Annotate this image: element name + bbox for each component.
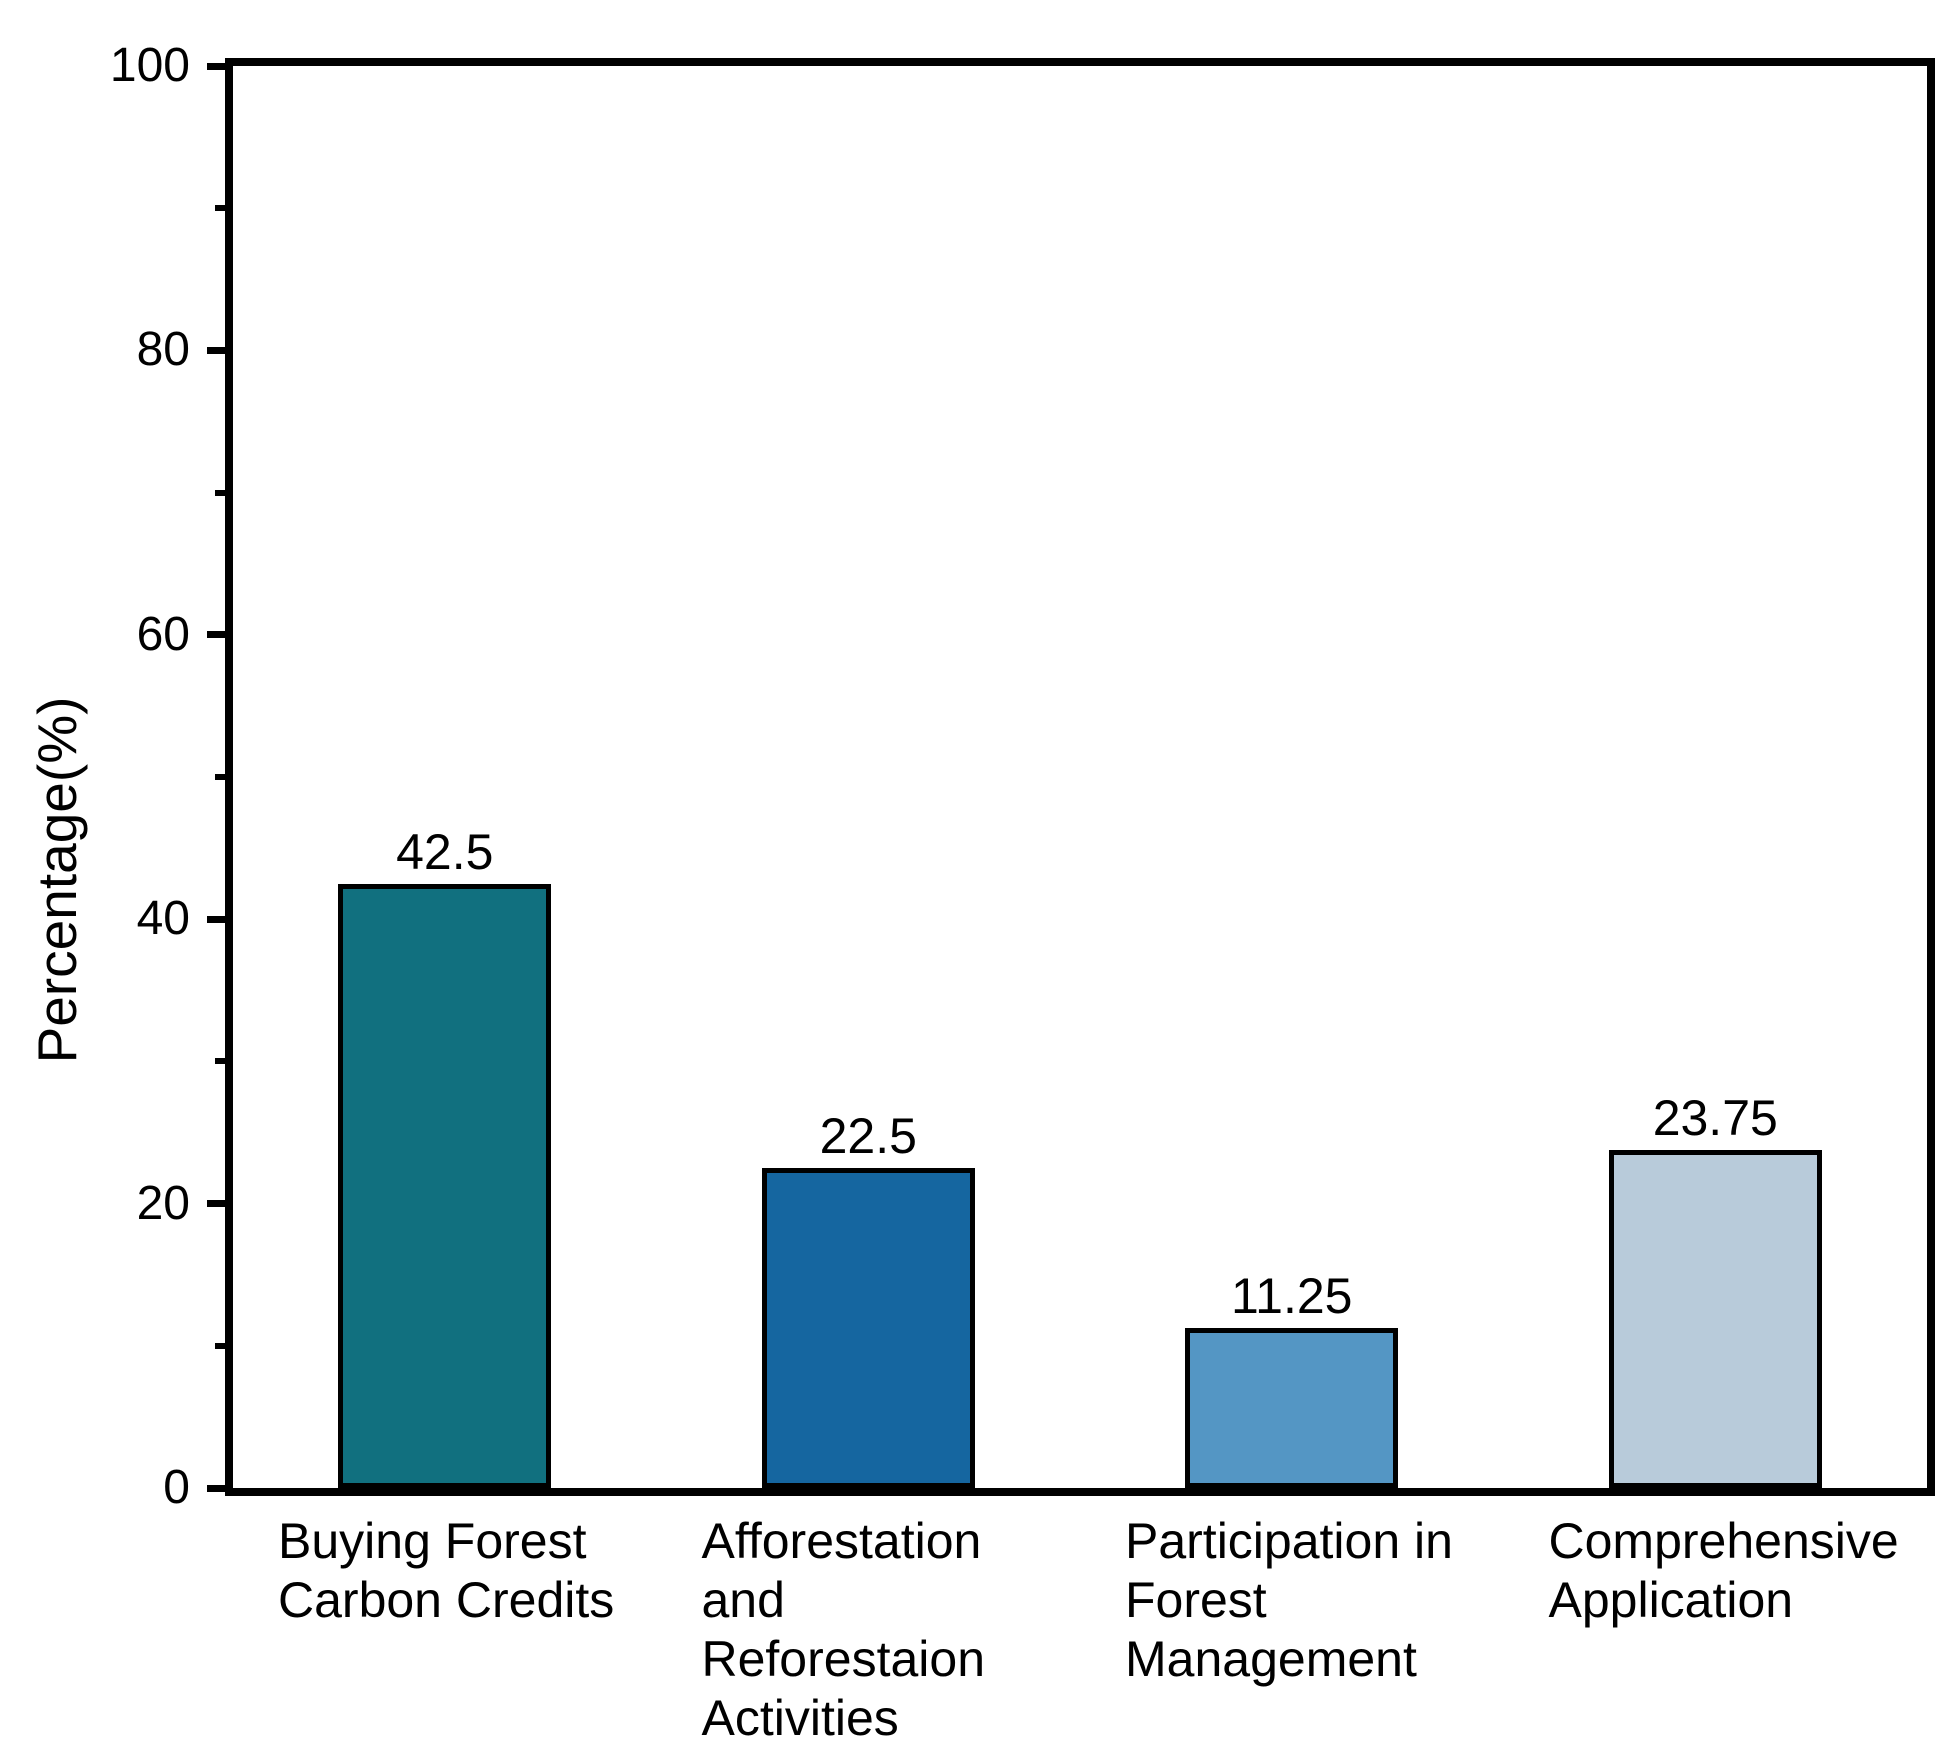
y-axis-title: Percentage(%) [26, 696, 88, 1064]
y-axis-tick-label: 100 [109, 39, 190, 92]
y-axis-major-tick [207, 915, 233, 923]
y-axis-tick-label: 40 [136, 892, 190, 946]
y-axis-minor-tick [215, 1342, 233, 1349]
y-axis-minor-tick [215, 1058, 233, 1065]
bar-value-label-buying-forest-carbon-credits: 42.5 [396, 823, 494, 880]
bar-participation-in-forest-management [1185, 1328, 1399, 1488]
y-axis-tick-label: 80 [136, 323, 190, 377]
bar-comprehensive-application [1608, 1150, 1822, 1488]
y-axis-minor-tick [215, 774, 233, 780]
x-axis-label-participation-in-forest-management: Participation in Forest Management [1125, 1513, 1453, 1687]
y-axis-major-tick [207, 631, 233, 639]
plot-inner: 0 20 40 60 80 100 42.5 22.5 11.25 23.75 [110, 39, 1927, 1514]
y-axis-tick-label: 20 [136, 1176, 190, 1230]
y-axis-major-tick [207, 346, 233, 354]
bar-value-label-afforestation-and-reforestaion-activities: 22.5 [819, 1108, 917, 1165]
bar-buying-forest-carbon-credits [338, 883, 552, 1488]
plot-area: 0 20 40 60 80 100 42.5 22.5 11.25 23.75 [110, 39, 1935, 1514]
y-axis-major-tick [207, 1484, 233, 1492]
y-axis-tick-label: 60 [136, 607, 190, 661]
x-axis-label-comprehensive-application: Comprehensive Application [1548, 1513, 1899, 1628]
bar-afforestation-and-reforestaion-activities [761, 1168, 975, 1488]
bar-value-label-participation-in-forest-management: 11.25 [1231, 1268, 1353, 1325]
y-axis-tick-label: 0 [163, 1461, 190, 1514]
x-axis-label-buying-forest-carbon-credits: Buying Forest Carbon Credits [278, 1513, 615, 1628]
y-axis-minor-tick [215, 205, 233, 212]
y-axis-minor-tick [215, 489, 233, 496]
bar-value-label-comprehensive-application: 23.75 [1652, 1090, 1778, 1147]
y-axis-major-tick [207, 62, 233, 70]
x-axis-labels: Buying Forest Carbon Credits Afforestatio… [233, 1512, 1927, 1748]
y-axis-major-tick [207, 1200, 233, 1208]
x-axis-label-afforestation-and-reforestaion-activities: Afforestation and Reforestaion Activitie… [701, 1513, 986, 1746]
